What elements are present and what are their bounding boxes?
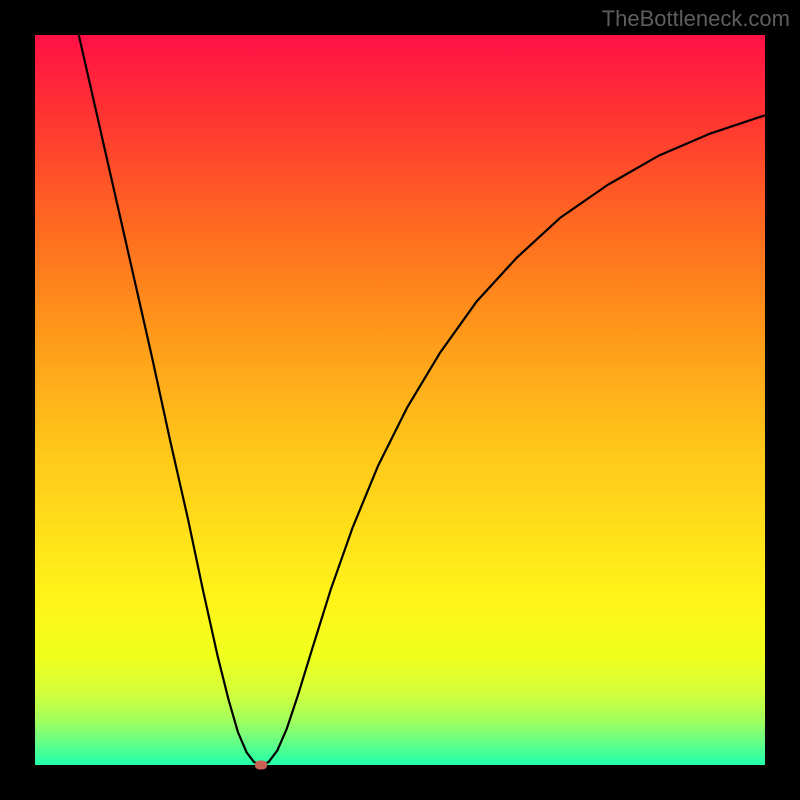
minimum-marker [255, 761, 267, 770]
plot-area [35, 35, 765, 765]
watermark-text: TheBottleneck.com [602, 6, 790, 32]
chart-container: { "watermark": { "text": "TheBottleneck.… [0, 0, 800, 800]
bottleneck-curve [35, 35, 765, 765]
